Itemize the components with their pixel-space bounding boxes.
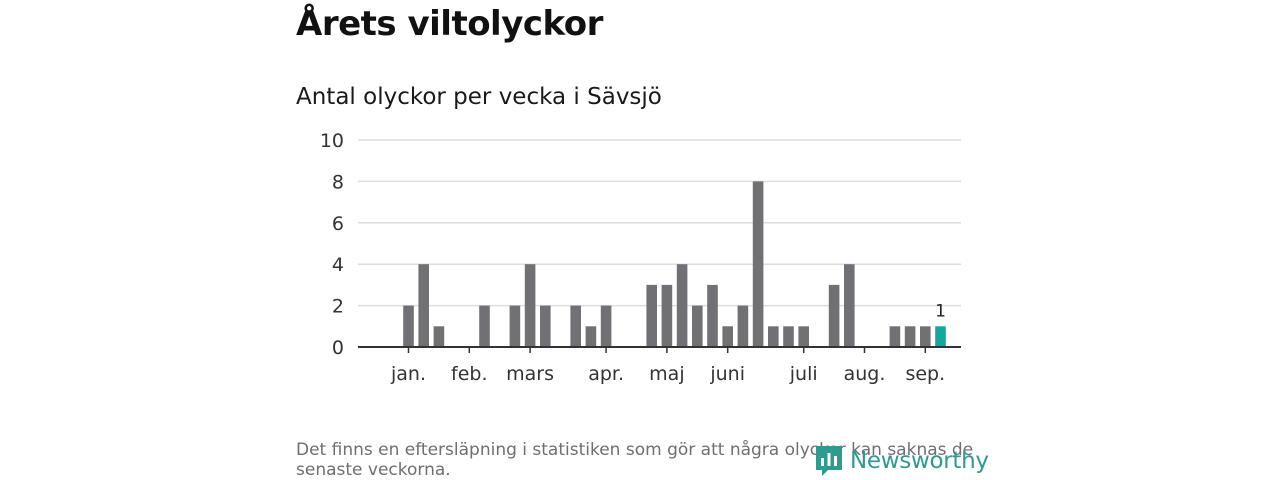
bar bbox=[768, 326, 779, 347]
y-tick-label: 4 bbox=[332, 254, 344, 276]
bar bbox=[828, 284, 840, 347]
bar bbox=[707, 284, 718, 347]
y-tick-label: 10 bbox=[320, 130, 344, 152]
bar bbox=[889, 326, 901, 347]
x-tick-label: jan. bbox=[390, 363, 426, 385]
bar bbox=[585, 326, 597, 347]
x-tick-label: sep. bbox=[905, 363, 945, 385]
bar bbox=[418, 264, 429, 347]
y-tick-label: 2 bbox=[332, 296, 344, 318]
newsworthy-logo-icon bbox=[816, 446, 842, 476]
bar bbox=[722, 326, 733, 347]
bar bbox=[403, 305, 414, 347]
bar bbox=[509, 305, 521, 347]
bar bbox=[676, 264, 688, 347]
bar bbox=[433, 326, 445, 347]
chart-subtitle: Antal olyckor per vecka i Sävsjö bbox=[296, 84, 662, 110]
bar bbox=[479, 305, 490, 347]
bar bbox=[920, 326, 931, 347]
bar bbox=[570, 305, 581, 347]
page-title: Årets viltolyckor bbox=[296, 4, 603, 44]
y-tick-label: 6 bbox=[332, 213, 344, 235]
bar-chart: 0 2 4 6 8 10 1 jan. feb. mars apr. maj juni juli aug. s… bbox=[320, 130, 961, 385]
bar-highlight bbox=[935, 326, 946, 347]
x-tick-label: feb. bbox=[451, 363, 487, 385]
bar bbox=[844, 264, 855, 347]
x-tick-label: mars bbox=[506, 363, 554, 385]
x-tick-label: apr. bbox=[588, 363, 624, 385]
bar bbox=[600, 305, 612, 347]
x-tick-label: maj bbox=[649, 363, 684, 385]
footnote: Det finns en eftersläpning i statistiken… bbox=[296, 440, 974, 480]
bar bbox=[661, 284, 673, 347]
bar bbox=[737, 305, 749, 347]
x-tick-label: juni bbox=[709, 363, 745, 385]
bar bbox=[540, 305, 551, 347]
bar bbox=[646, 284, 657, 347]
x-tick-label: juli bbox=[789, 363, 818, 385]
bar bbox=[692, 305, 703, 347]
x-tick-label: aug. bbox=[844, 363, 886, 385]
bar bbox=[798, 326, 809, 347]
bar bbox=[524, 264, 536, 347]
bar bbox=[904, 326, 916, 347]
y-tick-label: 0 bbox=[332, 337, 344, 359]
brand-name: Newsworthy bbox=[850, 448, 989, 474]
bar bbox=[783, 326, 794, 347]
bar bbox=[752, 181, 764, 347]
brand-logo: Newsworthy bbox=[814, 444, 989, 478]
data-label: 1 bbox=[935, 301, 946, 321]
y-tick-label: 8 bbox=[332, 171, 344, 193]
